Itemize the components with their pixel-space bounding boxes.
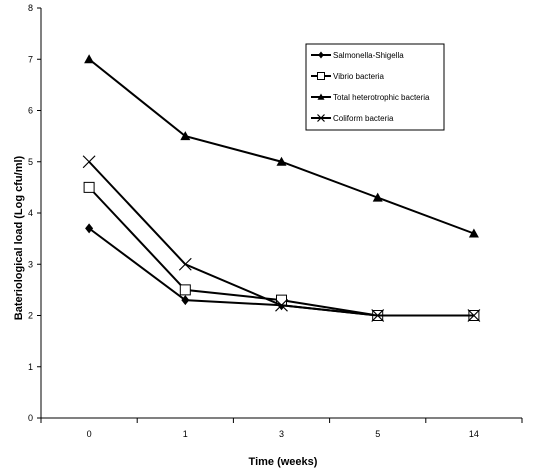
data-point: [372, 192, 383, 202]
series-1: [83, 181, 480, 321]
y-tick-label: 7: [28, 54, 33, 64]
y-tick-label: 4: [28, 208, 33, 218]
data-point: [276, 156, 287, 166]
data-point: [275, 298, 288, 312]
data-point: [83, 181, 95, 193]
data-point: [467, 309, 481, 322]
y-tick-label: 3: [28, 259, 33, 269]
data-point: [180, 131, 191, 141]
y-tick-label: 0: [28, 413, 33, 423]
legend-label: Salmonella-Shigella: [333, 51, 404, 60]
data-point: [85, 223, 94, 234]
x-tick-label: 14: [469, 429, 479, 439]
data-point: [82, 155, 96, 169]
legend-item: Coliform bacteria: [311, 114, 394, 123]
y-tick-label: 5: [28, 157, 33, 167]
series-group: [82, 54, 481, 322]
y-tick-label: 6: [28, 106, 33, 116]
legend-marker: [317, 114, 325, 122]
y-axis-title: Bateriological load (Log cfu/ml): [13, 155, 25, 320]
legend-item: Total heterotrophic bacteria: [311, 93, 430, 102]
data-point: [468, 228, 479, 238]
legend-item: Vibrio bacteria: [311, 72, 385, 81]
x-tick-label: 0: [87, 429, 92, 439]
legend-marker: [318, 51, 324, 59]
legend: Salmonella-Shigella Vibrio bacteria Total …: [305, 43, 445, 131]
series-line: [88, 161, 474, 317]
x-tick-label: 1: [183, 429, 188, 439]
axes: [37, 7, 523, 423]
legend-label: Vibrio bacteria: [333, 72, 385, 81]
data-point: [84, 54, 95, 64]
legend-label: Total heterotrophic bacteria: [333, 93, 430, 102]
data-point: [371, 309, 385, 322]
legend-box: [305, 43, 445, 131]
tick-labels: 0 1 2 3 4 5 6 7 8 0 1 3 5 14: [28, 3, 479, 439]
series-2: [84, 54, 479, 238]
x-tick-label: 5: [375, 429, 380, 439]
data-point: [181, 295, 190, 306]
legend-marker: [317, 72, 325, 80]
legend-label: Coliform bacteria: [333, 114, 394, 123]
data-point: [178, 257, 192, 271]
x-axis-title: Time (weeks): [249, 456, 318, 468]
y-tick-label: 2: [28, 311, 33, 321]
y-tick-label: 1: [28, 362, 33, 372]
data-point: [179, 284, 191, 296]
legend-marker: [317, 93, 325, 100]
legend-item: Salmonella-Shigella: [311, 51, 404, 60]
series-3: [82, 155, 481, 322]
y-tick-label: 8: [28, 3, 33, 13]
x-tick-label: 3: [279, 429, 284, 439]
